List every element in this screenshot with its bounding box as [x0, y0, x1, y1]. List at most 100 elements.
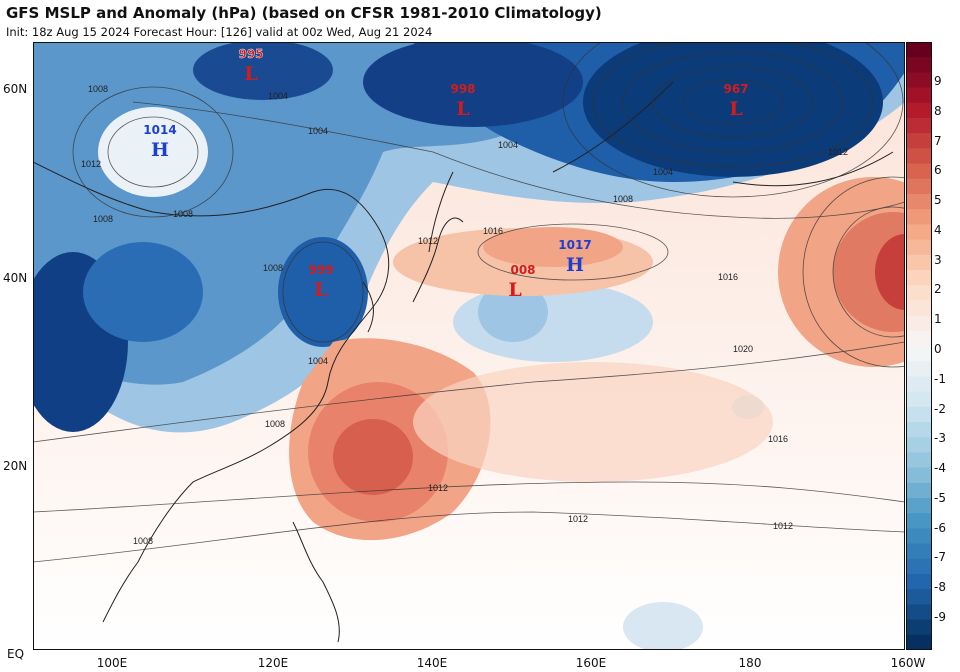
lon-label-160e: 160E — [575, 656, 607, 670]
isobar-label: 1008 — [265, 419, 285, 429]
colorbar-segment — [906, 482, 932, 499]
colorbar-tick-label: -4 — [934, 461, 946, 476]
colorbar-segment — [906, 133, 932, 149]
svg-text:L: L — [314, 279, 327, 301]
colorbar-segment — [906, 467, 932, 484]
negative-anomaly-shading — [33, 42, 905, 650]
colorbar-segment — [906, 194, 932, 210]
colorbar-tick-label: -8 — [934, 580, 946, 595]
colorbar-tick-label: 3 — [934, 252, 942, 267]
svg-text:1014: 1014 — [143, 123, 176, 137]
low-pressure-center-nw: 995 L — [238, 47, 263, 85]
colorbar-segment — [906, 406, 932, 423]
colorbar-segment — [906, 315, 932, 332]
colorbar-segment — [906, 102, 932, 119]
isobar-label: 1016 — [483, 226, 503, 236]
colorbar-segment — [906, 589, 932, 605]
colorbar-tick-label: -2 — [934, 401, 946, 416]
isobar-label: 1008 — [133, 536, 153, 546]
low-pressure-center-korea: 999 L — [308, 263, 333, 301]
map-panel: 1008 1004 1012 1008 1004 1008 1004 1012 … — [33, 42, 905, 650]
colorbar-tick-label: 5 — [934, 193, 942, 208]
colorbar-segment — [906, 72, 932, 89]
isobar-label: 1012 — [81, 159, 101, 169]
lat-label-eq: EQ — [7, 647, 25, 661]
colorbar-tick-label: -7 — [934, 550, 946, 565]
colorbar-segment — [906, 209, 932, 225]
colorbar-segment — [906, 224, 932, 241]
colorbar-segment — [906, 163, 932, 180]
colorbar-segment — [906, 118, 932, 134]
lon-label-140e: 140E — [416, 656, 448, 670]
colorbar-segment — [906, 87, 932, 104]
colorbar-tick-label: -5 — [934, 490, 946, 505]
svg-text:H: H — [566, 254, 584, 276]
colorbar-tick-label: 8 — [934, 103, 942, 118]
lon-label-120e: 120E — [257, 656, 289, 670]
colorbar-tick-label: 6 — [934, 163, 942, 178]
colorbar-segment — [906, 254, 932, 271]
colorbar-segment — [906, 300, 932, 317]
colorbar-tick-label: 9 — [934, 74, 942, 88]
colorbar-segment — [906, 543, 932, 560]
colorbar-segment — [906, 513, 932, 529]
svg-text:L: L — [508, 279, 521, 301]
colorbar-frame — [906, 42, 932, 650]
colorbar-segment — [906, 528, 932, 545]
colorbar — [906, 42, 932, 650]
colorbar-segment — [906, 437, 932, 453]
coastlines — [33, 81, 894, 643]
lon-label-180: 180 — [738, 656, 762, 670]
colorbar-segment — [906, 178, 932, 195]
colorbar-tick-label: 7 — [934, 133, 942, 148]
isobar-label: 1016 — [718, 272, 738, 282]
positive-anomaly-shading — [289, 177, 905, 541]
colorbar-segment — [906, 330, 932, 347]
lat-label-20n: 20N — [3, 459, 28, 473]
map-subtitle: Init: 18z Aug 15 2024 Forecast Hour: [12… — [6, 25, 433, 39]
colorbar-segment — [906, 422, 932, 438]
svg-text:L: L — [729, 98, 742, 120]
isobar-label: 1004 — [308, 126, 328, 136]
colorbar-segment — [906, 346, 932, 362]
colorbar-tick-label: -9 — [934, 610, 946, 624]
low-pressure-center-c: 008 L — [508, 263, 535, 301]
svg-text:967: 967 — [723, 82, 748, 96]
high-pressure-center-c: 1017 H — [558, 238, 591, 276]
isobar-label: 1008 — [263, 263, 283, 273]
low-pressure-center-ne: 967 L — [723, 82, 748, 120]
lat-label-40n: 40N — [3, 271, 28, 285]
colorbar-tick-label: -6 — [934, 520, 946, 535]
isobars — [33, 42, 905, 563]
colorbar-segment — [906, 619, 932, 636]
isobar-labels: 1008 1004 1012 1008 1004 1008 1004 1012 … — [81, 84, 848, 546]
lon-label-100e: 100E — [96, 656, 128, 670]
svg-text:008: 008 — [510, 263, 535, 277]
colorbar-segment — [906, 270, 932, 286]
colorbar-segment — [906, 57, 932, 73]
colorbar-segment — [906, 498, 932, 514]
colorbar-segment — [906, 148, 932, 165]
map-frame — [33, 42, 905, 650]
isobar-label: 1012 — [568, 514, 588, 524]
low-pressure-center-n: 998 L — [450, 82, 475, 120]
isobar-label: 1020 — [733, 344, 753, 354]
colorbar-segment — [906, 361, 932, 377]
isobar-label: 1012 — [428, 483, 448, 493]
colorbar-segment — [906, 391, 932, 408]
colorbar-segment — [906, 42, 932, 58]
lon-label-160w: 160W — [890, 656, 926, 670]
colorbar-segment — [906, 558, 932, 575]
isobar-label: 1012 — [773, 521, 793, 531]
svg-text:1017: 1017 — [558, 238, 591, 252]
colorbar-tick-label: 4 — [934, 222, 942, 237]
colorbar-segment — [906, 452, 932, 469]
svg-text:L: L — [244, 63, 257, 85]
colorbar-tick-label: 1 — [934, 312, 942, 327]
colorbar-segment — [906, 376, 932, 393]
isobar-label: 1004 — [268, 91, 288, 101]
isobar-label: 1008 — [93, 214, 113, 224]
colorbar-segment — [906, 574, 932, 590]
lat-label-60n: 60N — [3, 82, 28, 96]
isobar-label: 1008 — [173, 209, 193, 219]
